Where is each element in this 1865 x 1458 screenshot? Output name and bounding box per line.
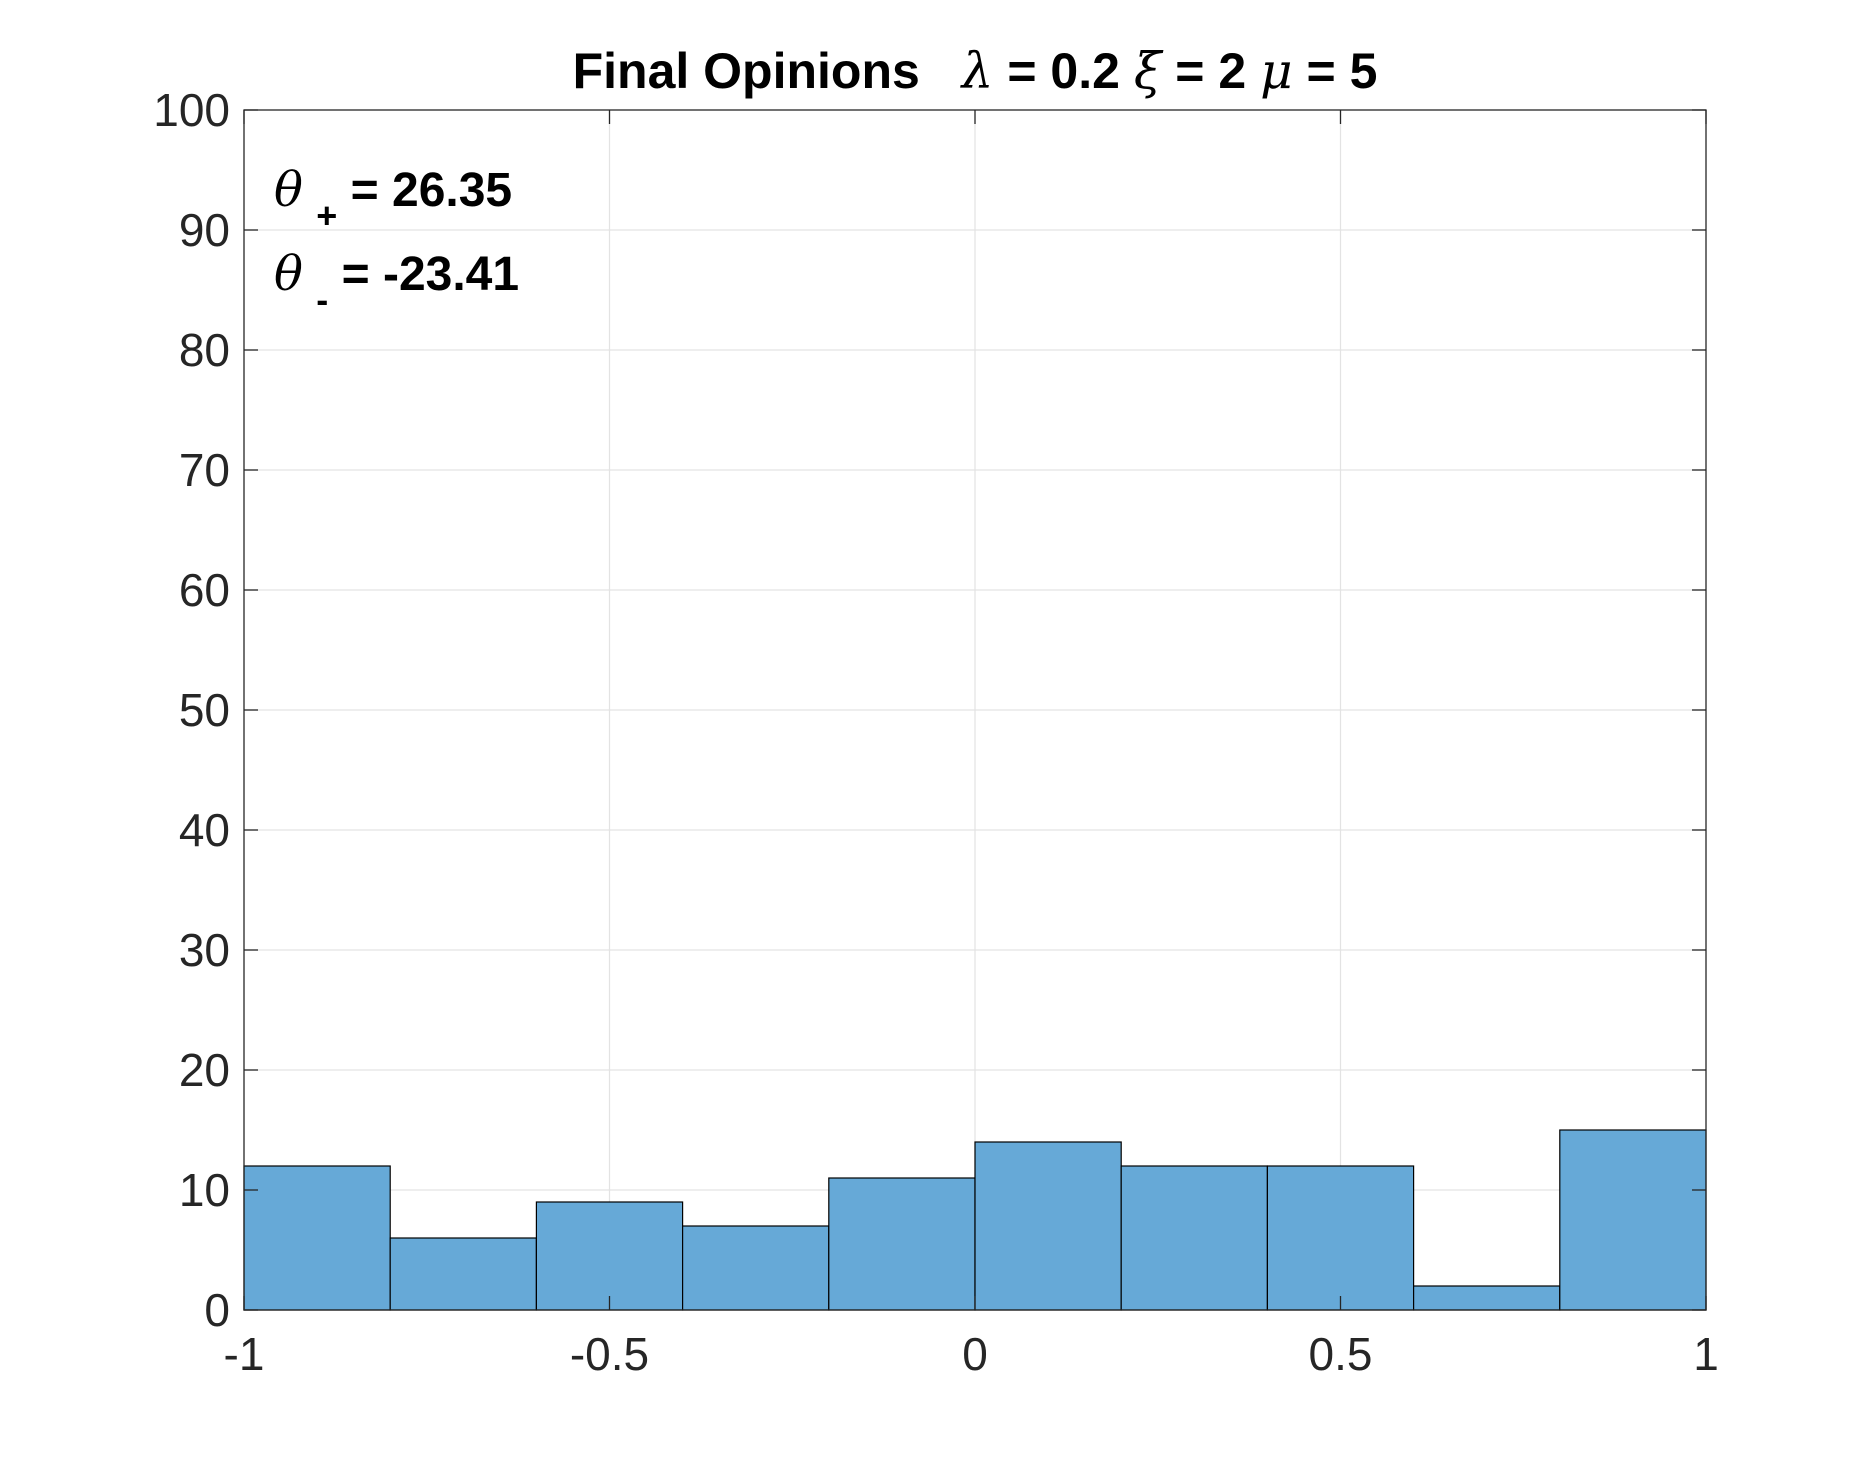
theta-minus-value: = -23.41 — [342, 248, 519, 301]
annotation-theta-minus: θ - = -23.41 — [274, 246, 519, 323]
y-tick-labels: 0 10 20 30 40 50 60 70 80 90 100 — [153, 84, 230, 1336]
chart-title: Final Opinions λ = 0.2 ξ = 2 μ = 5 — [573, 42, 1378, 100]
histogram-bar — [535, 1201, 684, 1311]
histogram-bar — [389, 1237, 538, 1311]
y-tick-label: 50 — [179, 684, 230, 736]
histogram-bar — [974, 1141, 1122, 1311]
y-tick-label: 0 — [204, 1284, 230, 1336]
x-tick-label: 0.5 — [1309, 1328, 1373, 1380]
grid-lines — [244, 110, 1706, 1310]
annotation-theta-plus: θ + = 26.35 — [274, 162, 512, 239]
y-tick-label: 80 — [179, 324, 230, 376]
title-prefix: Final Opinions — [573, 43, 920, 99]
xi-symbol: ξ — [1134, 42, 1164, 100]
histogram-bar — [1120, 1165, 1268, 1311]
mu-symbol: μ — [1260, 42, 1293, 100]
x-tick-label: -1 — [224, 1328, 265, 1380]
y-tick-label: 40 — [179, 804, 230, 856]
lambda-value: = 0.2 — [1007, 43, 1134, 99]
tick-marks — [243, 109, 1707, 1311]
theta-minus-subscript: - — [316, 279, 328, 320]
histogram-bar — [1559, 1129, 1707, 1311]
histogram-bar — [243, 1165, 391, 1311]
x-tick-label: 0 — [962, 1328, 988, 1380]
y-tick-label: 30 — [179, 924, 230, 976]
x-tick-label: 1 — [1693, 1328, 1719, 1380]
mu-value: = 5 — [1306, 43, 1377, 99]
xi-value: = 2 — [1175, 43, 1260, 99]
histogram-bars — [243, 1129, 1707, 1311]
histogram-bar — [828, 1177, 976, 1311]
y-tick-label: 60 — [179, 564, 230, 616]
histogram-bar — [1266, 1165, 1415, 1311]
y-tick-label: 70 — [179, 444, 230, 496]
y-tick-label: 90 — [179, 204, 230, 256]
x-tick-label: -0.5 — [570, 1328, 649, 1380]
theta-plus-symbol: θ — [274, 162, 303, 218]
y-tick-label: 100 — [153, 84, 230, 136]
theta-minus-symbol: θ — [274, 246, 303, 302]
theta-plus-subscript: + — [316, 195, 337, 236]
lambda-symbol: λ — [960, 42, 994, 100]
histogram-bar — [681, 1225, 830, 1311]
y-tick-label: 10 — [179, 1164, 230, 1216]
histogram-bar — [1412, 1285, 1561, 1311]
y-tick-label: 20 — [179, 1044, 230, 1096]
x-tick-labels: -1 -0.5 0 0.5 1 — [224, 1328, 1719, 1380]
theta-plus-value: = 26.35 — [351, 164, 512, 217]
